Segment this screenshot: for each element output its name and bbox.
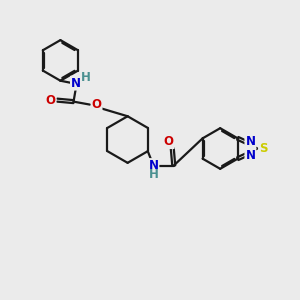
Text: O: O [164,135,174,148]
Text: H: H [81,71,90,84]
Text: N: N [71,76,81,90]
Text: N: N [148,159,158,172]
Text: O: O [92,98,101,111]
Text: N: N [245,148,255,162]
Text: N: N [245,135,255,148]
Text: O: O [46,94,56,106]
Text: S: S [260,142,268,155]
Text: H: H [148,168,158,181]
